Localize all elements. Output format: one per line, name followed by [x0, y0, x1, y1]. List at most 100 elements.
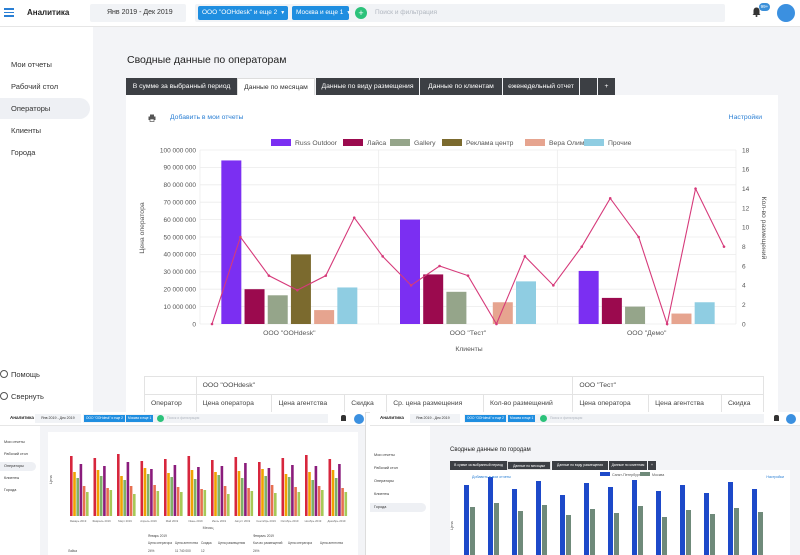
thumb-bar — [294, 487, 297, 516]
bar-0-3[interactable] — [290, 254, 311, 324]
sidebar-item-cities[interactable]: Города — [11, 148, 36, 157]
line-point-0[interactable] — [210, 322, 214, 326]
table-header[interactable]: Цена оператора — [572, 394, 650, 413]
bar-2-0[interactable] — [578, 270, 599, 324]
legend-swatch-5[interactable] — [584, 139, 604, 146]
bar-0-0[interactable] — [221, 160, 242, 324]
legend-label-3[interactable]: Реклама центр — [466, 140, 514, 147]
line-point-1[interactable] — [239, 235, 242, 239]
legend-swatch-4[interactable] — [525, 139, 545, 146]
table-header[interactable]: Цена оператора — [195, 394, 273, 413]
bell-icon[interactable] — [752, 7, 761, 17]
table-header[interactable]: Скидка — [721, 394, 764, 413]
y-axis-ticks: 0 10 000 000 20 000 000 30 000 000 40 000 00… — [160, 147, 197, 328]
thumb-bar — [305, 455, 308, 516]
legend-label-4[interactable]: Вера Олимп — [549, 140, 588, 147]
bar-1-2[interactable] — [446, 291, 467, 324]
legend-label-2[interactable]: Gallery — [414, 140, 436, 147]
thumb-bell-icon — [341, 415, 346, 421]
legend-swatch-2[interactable] — [390, 139, 410, 146]
table-header[interactable]: Оператор — [144, 394, 197, 413]
sidebar-item-clients[interactable]: Клиенты — [11, 126, 42, 135]
line-point-10[interactable] — [495, 322, 498, 326]
table-header[interactable]: Скидка — [344, 394, 388, 413]
legend-swatch-0[interactable] — [271, 139, 291, 146]
menu-icon[interactable] — [4, 8, 14, 17]
legend-swatch-3[interactable] — [442, 139, 462, 146]
tab-total-period[interactable]: В сумме за выбранный период — [126, 78, 237, 95]
line-point-17[interactable] — [694, 187, 697, 190]
line-point-13[interactable] — [580, 245, 584, 248]
tab-more[interactable] — [580, 78, 597, 95]
legend-label-5[interactable]: Прочие — [608, 140, 632, 147]
bar-2-1[interactable] — [601, 297, 622, 324]
y2-tick-label: 12 — [742, 205, 750, 212]
bar-1-0[interactable] — [400, 219, 420, 324]
sidebar-item-my-reports[interactable]: Мои отчеты — [11, 60, 52, 69]
bar-1-1[interactable] — [423, 274, 444, 324]
table-header[interactable]: Цена агентства — [648, 394, 722, 413]
line-point-7[interactable] — [409, 284, 413, 287]
line-point-14[interactable] — [608, 197, 612, 200]
bar-0-5[interactable] — [337, 287, 358, 324]
line-point-2[interactable] — [267, 274, 271, 277]
bar-0-4[interactable] — [314, 310, 335, 324]
date-range-picker[interactable]: Янв 2019 - Дек 2019 — [90, 4, 186, 22]
print-icon[interactable] — [148, 114, 156, 122]
bar-0-1[interactable] — [244, 289, 265, 324]
legend-label-0[interactable]: Russ Outdoor — [295, 140, 338, 147]
line-point-5[interactable] — [352, 216, 356, 219]
thumb-legend-swatch-spb — [600, 472, 610, 476]
thumb-bar — [314, 466, 318, 516]
line-point-12[interactable] — [552, 284, 555, 287]
settings-link[interactable]: Настройки — [728, 114, 762, 121]
y-tick-label: 80 000 000 — [163, 182, 196, 189]
line-point-16[interactable] — [665, 322, 669, 326]
add-tab-button[interactable]: + — [598, 78, 615, 95]
thumb-bar — [156, 491, 160, 516]
thumb-month-label: Июль 2019 — [212, 519, 227, 523]
thumb-bar — [70, 456, 73, 516]
line-point-3[interactable] — [296, 288, 299, 292]
bar-1-4[interactable] — [492, 302, 513, 324]
tab-weekly-report[interactable]: еженедельный отчет — [503, 78, 579, 95]
filter-chip-operators[interactable]: ООО "ООHdesk" и еще 2 ▼ — [198, 6, 288, 20]
table-header[interactable]: Цена агентства — [271, 394, 346, 413]
thumb-month-label: Октябрь 2019 — [281, 519, 299, 523]
table-header[interactable]: Ср. цена размещения — [386, 394, 485, 413]
y2-tick-label: 14 — [742, 186, 750, 193]
tab-by-clients[interactable]: Данные по клиентам — [420, 78, 502, 95]
thumb-month-label: Апрель 2019 — [140, 519, 157, 523]
line-point-9[interactable] — [466, 274, 470, 277]
line-point-4[interactable] — [324, 274, 328, 277]
bar-2-2[interactable] — [625, 306, 646, 324]
line-point-8[interactable] — [438, 264, 441, 268]
bar-0-2[interactable] — [267, 295, 288, 324]
help-link[interactable]: Помощь — [0, 370, 40, 379]
thumb-app-title: Аналитика — [10, 415, 34, 420]
collapse-link[interactable]: Свернуть — [0, 392, 44, 401]
sidebar-item-operators[interactable]: Операторы — [0, 98, 90, 119]
bar-2-4[interactable] — [671, 313, 692, 324]
add-to-reports-link[interactable]: Добавить в мои отчеты — [170, 114, 244, 121]
tab-by-month[interactable]: Данные по месяцам — [237, 78, 315, 95]
x-category-label: ООО "Демо" — [627, 330, 667, 337]
thumb-bar — [494, 503, 499, 555]
tab-by-placement[interactable]: Данные по виду размещения — [316, 78, 419, 95]
bar-1-5[interactable] — [516, 281, 536, 324]
filter-bar[interactable]: ООО "ООHdesk" и еще 2 ▼ Москва и еще 1 ▼ +… — [195, 4, 725, 22]
line-point-6[interactable] — [381, 255, 384, 258]
table-header[interactable]: Кол-во размещений — [483, 394, 574, 413]
filter-chip-cities[interactable]: Москва и еще 1 ▼ — [292, 6, 351, 20]
legend-label-1[interactable]: Лайса — [367, 139, 386, 147]
add-filter-button[interactable]: + — [355, 7, 367, 19]
thumb-bar — [752, 489, 757, 555]
search-input[interactable]: Поиск и фильтрация — [375, 9, 437, 16]
line-point-15[interactable] — [637, 235, 640, 239]
bar-2-5[interactable] — [694, 302, 715, 324]
avatar[interactable] — [777, 4, 795, 22]
line-point-11[interactable] — [523, 255, 527, 258]
line-point-18[interactable] — [722, 245, 726, 248]
legend-swatch-1[interactable] — [343, 139, 363, 146]
sidebar-item-desktop[interactable]: Рабочий стол — [11, 82, 59, 91]
